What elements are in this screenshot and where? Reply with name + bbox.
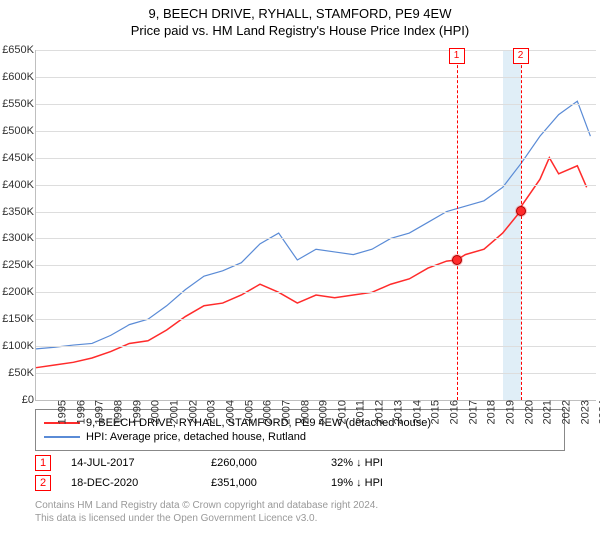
x-tick-label: 2009 (318, 400, 330, 424)
x-tick-label: 2004 (224, 400, 236, 424)
transactions-table: 1 14-JUL-2017 £260,000 32% ↓ HPI 2 18-DE… (35, 455, 565, 491)
tx-delta: 19% ↓ HPI (331, 477, 451, 489)
legend-swatch (44, 436, 80, 438)
x-tick-label: 2012 (374, 400, 386, 424)
sale-point-icon (452, 255, 462, 265)
x-tick-label: 2019 (504, 400, 516, 424)
x-tick-label: 2008 (299, 400, 311, 424)
x-tick-label: 2001 (168, 400, 180, 424)
x-tick-label: 2000 (150, 400, 162, 424)
chart-subtitle: Price paid vs. HM Land Registry's House … (0, 23, 600, 38)
footer-line: Contains HM Land Registry data © Crown c… (35, 499, 565, 512)
marker-line (521, 50, 522, 400)
x-tick-label: 2016 (448, 400, 460, 424)
chart-title: 9, BEECH DRIVE, RYHALL, STAMFORD, PE9 4E… (0, 6, 600, 21)
y-tick-label: £200K (2, 286, 34, 298)
y-tick-label: £350K (2, 206, 34, 218)
tx-marker-icon: 2 (35, 475, 51, 491)
series-price_paid (36, 158, 587, 368)
x-tick-label: 2023 (579, 400, 591, 424)
x-tick-label: 2015 (430, 400, 442, 424)
legend-label: HPI: Average price, detached house, Rutl… (86, 431, 306, 443)
x-tick-label: 2014 (411, 400, 423, 424)
footer-text: Contains HM Land Registry data © Crown c… (35, 499, 565, 525)
x-tick-label: 2022 (560, 400, 572, 424)
x-tick-label: 2003 (206, 400, 218, 424)
line-series (36, 50, 596, 400)
x-tick-label: 2020 (523, 400, 535, 424)
x-tick-label: 2013 (392, 400, 404, 424)
y-tick-label: £450K (2, 152, 34, 164)
tx-marker-icon: 1 (35, 455, 51, 471)
x-tick-label: 2007 (280, 400, 292, 424)
x-tick-label: 1998 (112, 400, 124, 424)
x-tick-label: 2018 (486, 400, 498, 424)
table-row: 1 14-JUL-2017 £260,000 32% ↓ HPI (35, 455, 565, 471)
x-tick-label: 1996 (75, 400, 87, 424)
y-tick-label: £500K (2, 125, 34, 137)
x-tick-label: 1999 (131, 400, 143, 424)
tx-date: 18-DEC-2020 (71, 477, 211, 489)
x-tick-label: 2010 (336, 400, 348, 424)
x-tick-label: 2005 (243, 400, 255, 424)
x-tick-label: 2017 (467, 400, 479, 424)
chart-container: 9, BEECH DRIVE, RYHALL, STAMFORD, PE9 4E… (0, 0, 600, 525)
x-tick-label: 2002 (187, 400, 199, 424)
x-tick-label: 2021 (542, 400, 554, 424)
x-tick-label: 1995 (56, 400, 68, 424)
y-tick-label: £400K (2, 179, 34, 191)
tx-price: £260,000 (211, 457, 331, 469)
y-tick-label: £0 (22, 394, 34, 406)
y-tick-label: £600K (2, 71, 34, 83)
tx-date: 14-JUL-2017 (71, 457, 211, 469)
y-tick-label: £50K (8, 367, 34, 379)
y-tick-label: £250K (2, 259, 34, 271)
x-tick-label: 1997 (94, 400, 106, 424)
tx-price: £351,000 (211, 477, 331, 489)
marker-box: 1 (449, 48, 465, 64)
series-hpi (36, 101, 590, 349)
plot-area: £0£50K£100K£150K£200K£250K£300K£350K£400… (35, 50, 596, 401)
y-tick-label: £650K (2, 44, 34, 56)
marker-line (457, 50, 458, 400)
y-tick-label: £100K (2, 340, 34, 352)
tx-delta: 32% ↓ HPI (331, 457, 451, 469)
y-tick-label: £550K (2, 98, 34, 110)
y-tick-label: £150K (2, 313, 34, 325)
marker-box: 2 (513, 48, 529, 64)
y-tick-label: £300K (2, 232, 34, 244)
footer-line: This data is licensed under the Open Gov… (35, 512, 565, 525)
table-row: 2 18-DEC-2020 £351,000 19% ↓ HPI (35, 475, 565, 491)
sale-point-icon (516, 206, 526, 216)
x-tick-label: 2006 (262, 400, 274, 424)
legend-item: HPI: Average price, detached house, Rutl… (44, 431, 556, 443)
x-tick-label: 2011 (354, 400, 366, 424)
